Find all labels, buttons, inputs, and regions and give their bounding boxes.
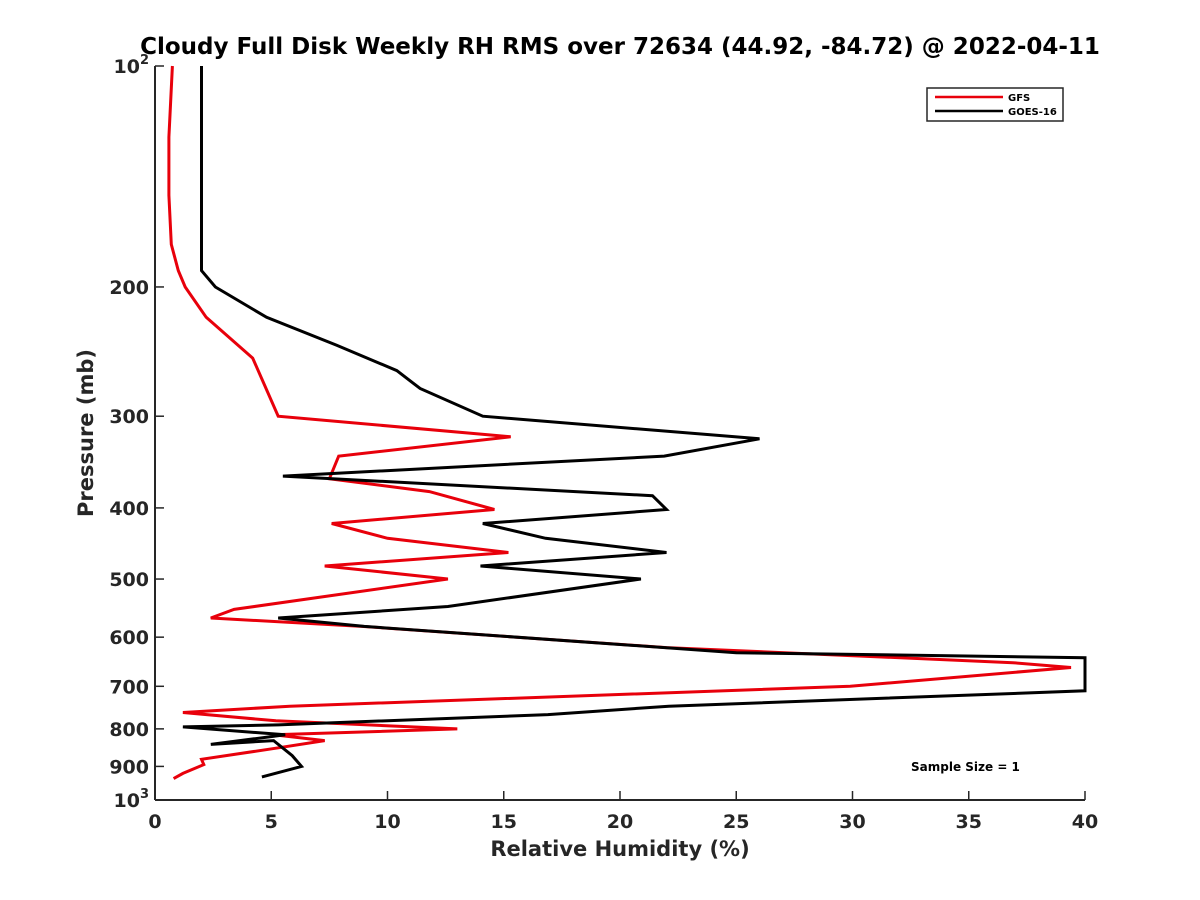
y-tick-label: 300	[109, 406, 149, 428]
sample-size-annotation: Sample Size = 1	[911, 760, 1020, 774]
y-tick-label: 200	[109, 277, 149, 299]
y-tick-label: 102	[114, 53, 150, 78]
y-tick-label: 800	[109, 719, 149, 741]
x-tick-label: 10	[374, 811, 400, 833]
y-tick-label: 500	[109, 569, 149, 591]
x-axis-label: Relative Humidity (%)	[490, 837, 749, 861]
x-tick-label: 5	[265, 811, 278, 833]
y-tick-label: 400	[109, 498, 149, 520]
y-axis-label: Pressure (mb)	[74, 349, 98, 517]
x-tick-label: 30	[839, 811, 865, 833]
plot-area	[155, 66, 1085, 800]
series-line-goes-16	[182, 66, 1087, 779]
legend-label-gfs: GFS	[1008, 93, 1030, 104]
x-tick-label: 15	[491, 811, 517, 833]
x-tick-label: 35	[956, 811, 982, 833]
y-tick-label: 900	[109, 756, 149, 778]
legend-box	[926, 87, 1064, 122]
x-tick-label: 25	[723, 811, 749, 833]
y-tick-label: 103	[114, 787, 150, 812]
series-layer	[167, 65, 1087, 780]
x-tick-label: 40	[1072, 811, 1098, 833]
y-ticks: 102 200 300 400 500 600 700 800 900 103	[109, 53, 164, 812]
legend: GFS GOES-16	[926, 87, 1064, 122]
chart-title: Cloudy Full Disk Weekly RH RMS over 7263…	[140, 34, 1100, 60]
x-tick-label: 0	[148, 811, 161, 833]
x-ticks: 0 5 10 15 20 25 30 35 40	[148, 791, 1098, 833]
y-tick-label: 700	[109, 676, 149, 698]
legend-label-goes-16: GOES-16	[1008, 107, 1057, 118]
y-tick-label: 600	[109, 627, 149, 649]
x-tick-label: 20	[607, 811, 633, 833]
